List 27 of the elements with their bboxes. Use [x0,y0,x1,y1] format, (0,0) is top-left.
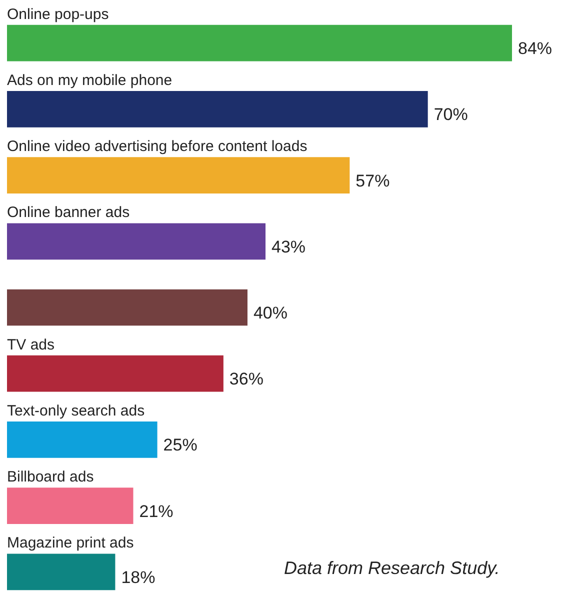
y-tick-label: Online pop-ups [7,6,109,23]
y-tick-label: Billboard ads [7,468,94,486]
bar [7,355,224,392]
y-tick-label: Online banner ads [7,204,130,222]
data-label: 43% [272,237,306,256]
y-tick-label: Ads on my mobile phone [7,72,172,90]
bar [7,91,428,128]
bar [7,554,116,590]
data-label: 84% [518,39,552,58]
data-label: 25% [163,436,198,455]
bar [7,488,134,524]
bar [7,289,248,326]
data-label: 36% [229,370,264,389]
y-tick-label: Magazine print ads [7,534,134,552]
bar [7,422,158,458]
bar [7,157,350,194]
bar [7,223,266,260]
y-tick-label: Text-only search ads [7,402,145,420]
data-label: 21% [139,502,174,521]
y-tick-label: TV ads [7,336,55,354]
data-label: 40% [253,304,288,322]
y-tick-label: Online video advertising before content loads [7,138,308,156]
data-label: 57% [356,171,390,190]
bar [7,24,512,62]
data-label: 18% [121,568,156,587]
data-label: 70% [434,105,468,124]
annotation: Data from Research Study. [284,558,500,578]
